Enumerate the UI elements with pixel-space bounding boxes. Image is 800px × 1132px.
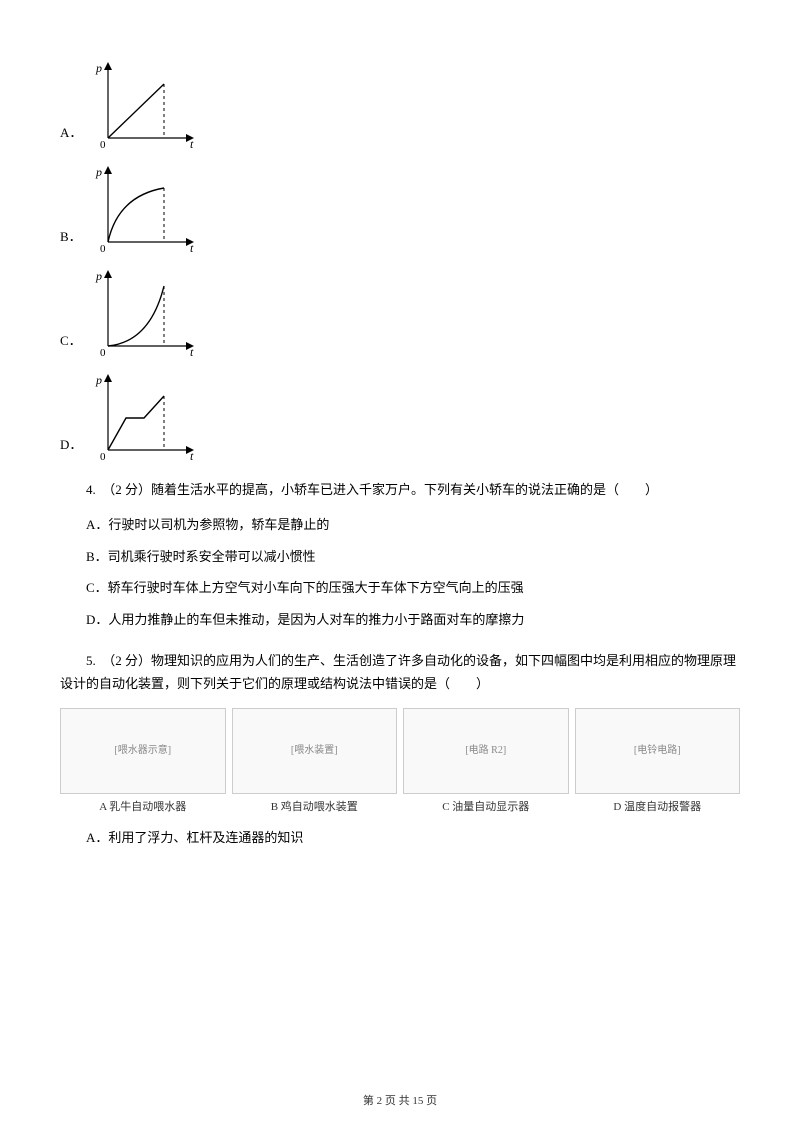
- graph-option-B: B． p t 0: [60, 164, 740, 254]
- page-footer: 第 2 页 共 15 页: [0, 1092, 800, 1112]
- svg-text:p: p: [95, 165, 102, 179]
- option-label-B: B．: [60, 225, 82, 254]
- svg-text:t: t: [190, 345, 194, 358]
- graph-option-C: C． p t 0: [60, 268, 740, 358]
- svg-text:0: 0: [100, 139, 106, 150]
- graph-C: p t 0: [90, 268, 200, 358]
- q4-option-D: D．人用力推静止的车但未推动，是因为人对车的推力小于路面对车的摩擦力: [60, 608, 740, 631]
- q5-fig-A-caption: A 乳牛自动喂水器: [60, 798, 226, 818]
- q5-fig-B: [喂水装置] B 鸡自动喂水装置: [232, 708, 398, 818]
- q5-fig-D-img: [电铃电路]: [575, 708, 741, 794]
- q5-option-A: A．利用了浮力、杠杆及连通器的知识: [60, 826, 740, 849]
- graph-option-A: A． p t 0: [60, 60, 740, 150]
- svg-text:t: t: [190, 241, 194, 254]
- question-5-text: 5. （2 分）物理知识的应用为人们的生产、生活创造了许多自动化的设备，如下四幅…: [60, 649, 740, 696]
- q4-option-C: C．轿车行驶时车体上方空气对小车向下的压强大于车体下方空气向上的压强: [60, 576, 740, 599]
- graph-B: p t 0: [90, 164, 200, 254]
- q4-option-A: A．行驶时以司机为参照物，轿车是静止的: [60, 513, 740, 536]
- y-axis-label: p: [95, 61, 102, 75]
- q5-figure-row: [喂水器示意] A 乳牛自动喂水器 [喂水装置] B 鸡自动喂水装置 [电路 R…: [60, 708, 740, 818]
- graph-A: p t 0: [90, 60, 200, 150]
- q5-fig-A-img: [喂水器示意]: [60, 708, 226, 794]
- svg-text:t: t: [190, 449, 194, 462]
- graph-option-D: D． p t 0: [60, 372, 740, 462]
- q5-fig-C-caption: C 油量自动显示器: [403, 798, 569, 818]
- svg-text:0: 0: [100, 243, 106, 254]
- q5-fig-A: [喂水器示意] A 乳牛自动喂水器: [60, 708, 226, 818]
- question-4-text: 4. （2 分）随着生活水平的提高，小轿车已进入千家万户。下列有关小轿车的说法正…: [60, 478, 740, 501]
- q5-fig-B-caption: B 鸡自动喂水装置: [232, 798, 398, 818]
- svg-text:0: 0: [100, 347, 106, 358]
- q4-option-B: B．司机乘行驶时系安全带可以减小惯性: [60, 545, 740, 568]
- svg-text:p: p: [95, 269, 102, 283]
- svg-text:p: p: [95, 373, 102, 387]
- q5-fig-B-img: [喂水装置]: [232, 708, 398, 794]
- q5-fig-C: [电路 R2] C 油量自动显示器: [403, 708, 569, 818]
- q5-fig-C-img: [电路 R2]: [403, 708, 569, 794]
- graph-D: p t 0: [90, 372, 200, 462]
- svg-text:0: 0: [100, 451, 106, 462]
- option-label-D: D．: [60, 433, 82, 462]
- q5-fig-D-caption: D 温度自动报警器: [575, 798, 741, 818]
- option-label-A: A．: [60, 121, 82, 150]
- x-axis-label: t: [190, 137, 194, 150]
- q5-fig-D: [电铃电路] D 温度自动报警器: [575, 708, 741, 818]
- option-label-C: C．: [60, 329, 82, 358]
